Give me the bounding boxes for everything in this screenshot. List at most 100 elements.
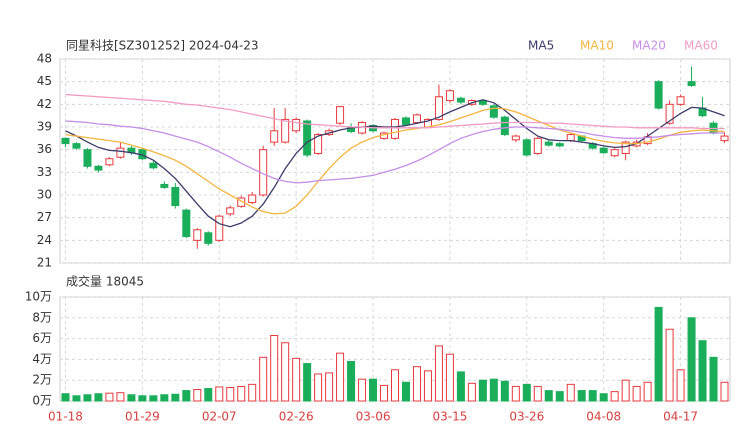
candle-body	[226, 207, 235, 215]
candle-body	[292, 118, 301, 132]
volume-bar	[511, 385, 520, 402]
candle-body	[281, 118, 290, 143]
volume-bar	[369, 378, 378, 402]
candle-body	[500, 116, 509, 136]
y-tick-label: 2万	[32, 373, 52, 387]
volume-bar	[698, 340, 707, 402]
x-tick-label: 01-18	[48, 410, 83, 424]
volume-bar	[83, 394, 92, 402]
ma-line	[65, 107, 725, 215]
ma-line	[65, 120, 725, 184]
candle-body	[270, 130, 279, 143]
y-tick-label: 21	[37, 256, 52, 270]
volume-bar	[182, 390, 191, 402]
candle-body	[544, 141, 553, 146]
volume-bar	[259, 356, 268, 402]
candle-body	[182, 209, 191, 238]
y-tick-label: 45	[37, 74, 52, 88]
volume-bar	[171, 393, 180, 402]
volume-bar	[248, 383, 257, 402]
legend-label: MA5	[528, 39, 554, 53]
volume-bar	[709, 356, 718, 402]
volume-bar	[61, 393, 70, 402]
volume-bar	[127, 394, 136, 402]
candle-body	[336, 106, 345, 124]
volume-bar	[303, 363, 312, 402]
candle-body	[160, 183, 169, 188]
legend-label: MA60	[684, 39, 718, 53]
volume-bar	[610, 391, 619, 402]
volume-bar	[292, 357, 301, 402]
candle-body	[599, 147, 608, 154]
volume-bar	[665, 328, 674, 402]
candle-body	[434, 96, 443, 120]
candle-body	[391, 118, 399, 139]
y-tick-label: 36	[37, 142, 52, 156]
volume-bar	[325, 372, 334, 402]
volume-bar	[588, 390, 597, 402]
volume-bar	[391, 369, 399, 402]
volume-bar	[116, 392, 125, 402]
price-frame	[59, 58, 731, 264]
candle-body	[522, 139, 531, 156]
volume-bar	[500, 380, 509, 402]
volume-bar	[456, 371, 465, 402]
candle-body	[456, 97, 465, 103]
x-tick-label: 04-08	[586, 410, 621, 424]
y-tick-label: 48	[37, 52, 52, 66]
y-tick-label: 8万	[32, 310, 52, 324]
candle-body	[687, 81, 696, 86]
volume-bar	[676, 369, 685, 402]
candle-body	[116, 147, 125, 158]
volume-bar	[434, 345, 443, 402]
volume-bar	[94, 393, 103, 402]
x-tick-label: 03-26	[509, 410, 544, 424]
volume-title: 成交量 18045	[66, 274, 144, 289]
volume-bar	[72, 395, 81, 402]
volume-bar	[720, 381, 729, 402]
y-tick-label: 39	[37, 120, 52, 134]
volume-bar	[533, 385, 542, 402]
x-tick-label: 02-07	[202, 410, 237, 424]
volume-bar	[489, 378, 498, 402]
candle-body	[412, 114, 421, 123]
candle-body	[654, 81, 663, 109]
volume-bar	[149, 395, 158, 402]
volume-bar	[380, 384, 389, 402]
y-tick-label: 6万	[32, 331, 52, 345]
volume-bar	[566, 383, 575, 402]
x-tick-label: 03-15	[432, 410, 467, 424]
x-tick-label: 03-06	[356, 410, 391, 424]
volume-bar	[358, 378, 367, 402]
y-tick-label: 0万	[32, 394, 52, 408]
volume-bar	[423, 370, 432, 402]
volume-bar	[445, 353, 454, 402]
volume-bar	[599, 393, 608, 402]
candle-body	[171, 186, 180, 207]
x-tick-label: 01-29	[125, 410, 160, 424]
candle-body	[555, 143, 564, 147]
ma-line	[65, 93, 725, 130]
volume-bar	[336, 352, 345, 402]
volume-bar	[478, 379, 487, 402]
candle-body	[566, 134, 575, 142]
volume-bar	[215, 386, 224, 402]
candle-body	[193, 229, 202, 241]
y-tick-label: 27	[37, 210, 52, 224]
candle-body	[94, 165, 103, 171]
volume-bar	[467, 382, 476, 402]
volume-bar	[544, 390, 553, 402]
y-tick-label: 4万	[32, 352, 52, 366]
volume-bar	[687, 317, 696, 402]
x-tick-label: 04-17	[663, 410, 698, 424]
y-tick-label: 42	[37, 97, 52, 111]
volume-bar	[281, 342, 290, 402]
volume-bar	[105, 392, 114, 402]
volume-bar	[577, 390, 586, 402]
volume-bar	[555, 391, 564, 402]
volume-bar	[643, 381, 652, 402]
candle-body	[204, 232, 213, 244]
volume-bar	[270, 334, 279, 402]
candle-body	[72, 143, 81, 149]
candle-body	[489, 105, 498, 118]
